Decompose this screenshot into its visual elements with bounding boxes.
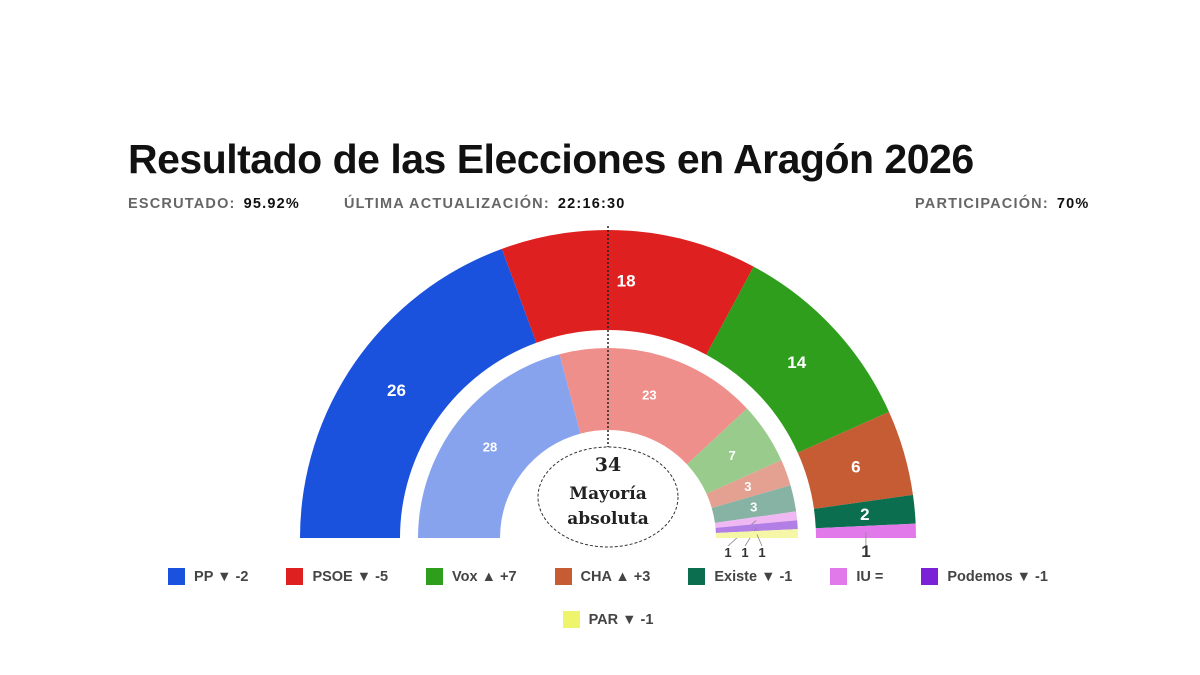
legend-item-pp: PP ▼ -2: [168, 568, 248, 585]
seat-label-outer-iu: 1: [861, 542, 870, 561]
seat-label-outer-vox: 14: [787, 353, 806, 372]
legend-swatch: [426, 568, 444, 585]
legend-label: Podemos ▼ -1: [947, 568, 1048, 585]
legend-swatch: [286, 568, 304, 585]
escrutado: ESCRUTADO: 95.92%: [128, 196, 300, 212]
legend-item-iu: IU =: [830, 568, 883, 585]
seat-segment-inner-vox: [687, 408, 782, 494]
legend-swatch: [688, 568, 706, 585]
seat-label-inner-vox: 7: [729, 448, 736, 463]
legend-swatch: [554, 568, 572, 585]
legend-label: IU =: [856, 568, 884, 585]
legend-row-2: PAR ▼ -1: [0, 611, 1200, 628]
seat-segment-outer-cha: [797, 411, 913, 509]
seat-label-inner-podemos: 1: [741, 545, 748, 560]
legend-item-cha: CHA ▲ +3: [554, 568, 651, 585]
legend-swatch: [562, 611, 580, 628]
majority-label-1: Mayoría: [569, 484, 646, 504]
legend-swatch: [830, 568, 848, 585]
seat-segment-outer-vox: [706, 266, 889, 453]
legend-swatch: [168, 568, 186, 585]
seat-label-inner-psoe: 23: [642, 387, 656, 402]
leader-line-inner-par: [756, 534, 763, 547]
ultima-actualizacion: ÚLTIMA ACTUALIZACIÓN: 22:16:30: [344, 196, 626, 212]
seat-segment-outer-pp: [300, 248, 537, 538]
seat-label-outer-cha: 6: [851, 457, 860, 476]
seat-label-outer-existe: 2: [860, 505, 869, 524]
seat-label-inner-par: 1: [758, 545, 765, 560]
legend: PP ▼ -2 PSOE ▼ -5 Vox ▲ +7 CHA ▲ +3 Existe ▼…: [0, 568, 1200, 585]
legend-label: PAR ▼ -1: [588, 611, 654, 628]
seat-label-outer-pp: 26: [387, 381, 406, 400]
legend-item-existe: Existe ▼ -1: [688, 568, 792, 585]
seat-segment-inner-iu: [714, 511, 798, 528]
legend-swatch: [921, 568, 939, 585]
majority-ellipse: [537, 446, 679, 548]
seat-segment-outer-existe: [813, 494, 916, 529]
legend-item-psoe: PSOE ▼ -5: [286, 568, 388, 585]
seat-segment-outer-psoe: [501, 229, 754, 355]
seat-label-outer-psoe: 18: [617, 272, 636, 291]
seat-label-inner-existe: 3: [750, 499, 757, 514]
page-title: Resultado de las Elecciones en Aragón 20…: [128, 136, 974, 182]
seat-segment-inner-pp: [418, 354, 581, 538]
seat-label-inner-cha: 3: [744, 479, 751, 494]
legend-label: PSOE ▼ -5: [312, 568, 389, 585]
seat-label-inner-pp: 28: [483, 440, 497, 455]
seat-label-inner-iu: 1: [724, 545, 731, 560]
legend-label: Vox ▲ +7: [452, 568, 517, 585]
legend-item-par: PAR ▼ -1: [562, 611, 654, 628]
legend-label: CHA ▲ +3: [580, 568, 651, 585]
seat-segment-outer-iu: [815, 523, 916, 538]
legend-item-vox: Vox ▲ +7: [426, 568, 517, 585]
legend-label: PP ▼ -2: [194, 568, 249, 585]
seat-segment-inner-par: [715, 529, 798, 538]
participacion: PARTICIPACIÓN: 70%: [915, 196, 1090, 212]
legend-label: Existe ▼ -1: [714, 568, 793, 585]
seat-segment-inner-existe: [711, 485, 797, 523]
majority-label-2: absoluta: [567, 509, 649, 529]
seat-segment-inner-psoe: [559, 348, 747, 465]
seat-segment-inner-cha: [706, 460, 791, 509]
majority-seats: 34: [595, 454, 621, 476]
legend-item-podemos: Podemos ▼ -1: [921, 568, 1048, 585]
seat-segment-inner-podemos: [715, 520, 798, 533]
